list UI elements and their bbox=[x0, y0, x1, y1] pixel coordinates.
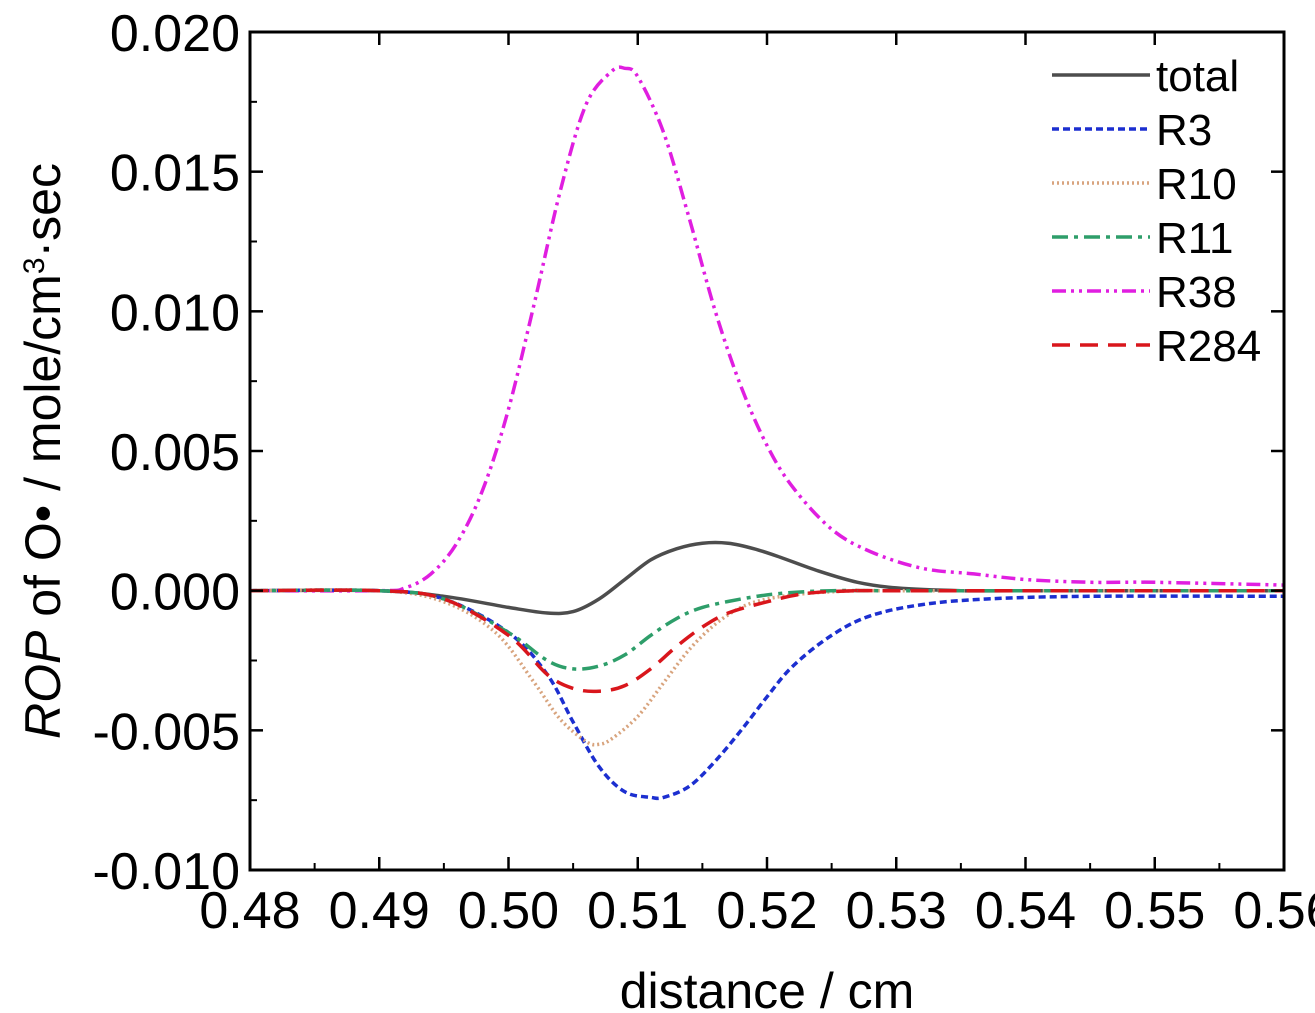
legend: total R3 R10 R11 R38 R284 bbox=[1052, 52, 1261, 371]
x-tick-label: 0.56 bbox=[1233, 882, 1315, 940]
y-axis-title-main: of O• / mole/cm bbox=[15, 274, 71, 630]
x-axis-title: distance / cm bbox=[620, 963, 915, 1013]
x-tick-label: 0.48 bbox=[199, 882, 300, 940]
x-tick-label: 0.53 bbox=[846, 882, 947, 940]
y-axis-title-tail: ·sec bbox=[15, 163, 71, 257]
y-axis-title-italic: ROP bbox=[15, 630, 71, 739]
x-tick-label: 0.49 bbox=[329, 882, 430, 940]
legend-label-r38: R38 bbox=[1156, 268, 1237, 317]
x-tick-label: 0.54 bbox=[975, 882, 1076, 940]
legend-label-r11: R11 bbox=[1156, 214, 1233, 263]
y-tick-label: -0.010 bbox=[93, 843, 240, 901]
tick-labels: 0.48 0.49 0.50 0.51 0.52 0.53 0.54 0.55 0.56 -0.0… bbox=[93, 5, 1315, 940]
x-tick-label: 0.51 bbox=[587, 882, 688, 940]
y-axis-title-superscript: 3 bbox=[18, 257, 51, 274]
axis-ticks bbox=[248, 30, 1286, 872]
x-tick-label: 0.55 bbox=[1104, 882, 1205, 940]
y-tick-label: -0.005 bbox=[93, 703, 240, 761]
plot-frame bbox=[248, 30, 1286, 872]
x-tick-label: 0.52 bbox=[716, 882, 817, 940]
legend-label-r3: R3 bbox=[1156, 106, 1212, 155]
legend-label-r10: R10 bbox=[1156, 160, 1237, 209]
y-tick-label: 0.005 bbox=[110, 424, 240, 482]
series-line-r3 bbox=[249, 588, 1285, 801]
y-tick-label: 0.015 bbox=[110, 145, 240, 203]
y-tick-label: 0.000 bbox=[110, 564, 240, 622]
legend-label-total: total bbox=[1156, 52, 1239, 101]
plot-lines bbox=[249, 65, 1285, 801]
series-line-r10 bbox=[249, 588, 1284, 747]
legend-label-r284: R284 bbox=[1156, 322, 1261, 371]
y-tick-label: 0.020 bbox=[110, 5, 240, 63]
series-line-r38 bbox=[249, 65, 1285, 593]
series-line-r284 bbox=[249, 588, 1284, 694]
y-tick-label: 0.010 bbox=[110, 284, 240, 342]
y-axis-title: ROP of O• / mole/cm3·sec bbox=[15, 163, 71, 739]
x-tick-label: 0.50 bbox=[458, 882, 559, 940]
